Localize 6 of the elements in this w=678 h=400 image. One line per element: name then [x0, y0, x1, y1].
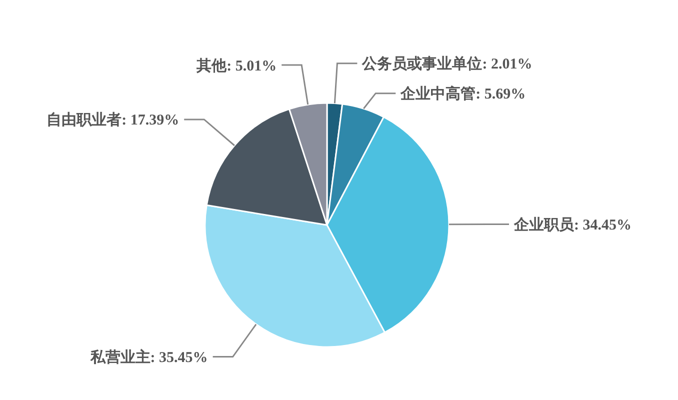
- slice-label: 其他: 5.01%: [196, 57, 277, 74]
- slice-label: 自由职业者: 17.39%: [46, 112, 180, 129]
- slice-label: 企业职员: 34.45%: [513, 216, 632, 234]
- slice-label: 公务员或事业单位: 2.01%: [361, 56, 532, 73]
- slice-label: 私营业主: 35.45%: [89, 348, 208, 366]
- slice-label: 企业中高管: 5.69%: [400, 84, 526, 103]
